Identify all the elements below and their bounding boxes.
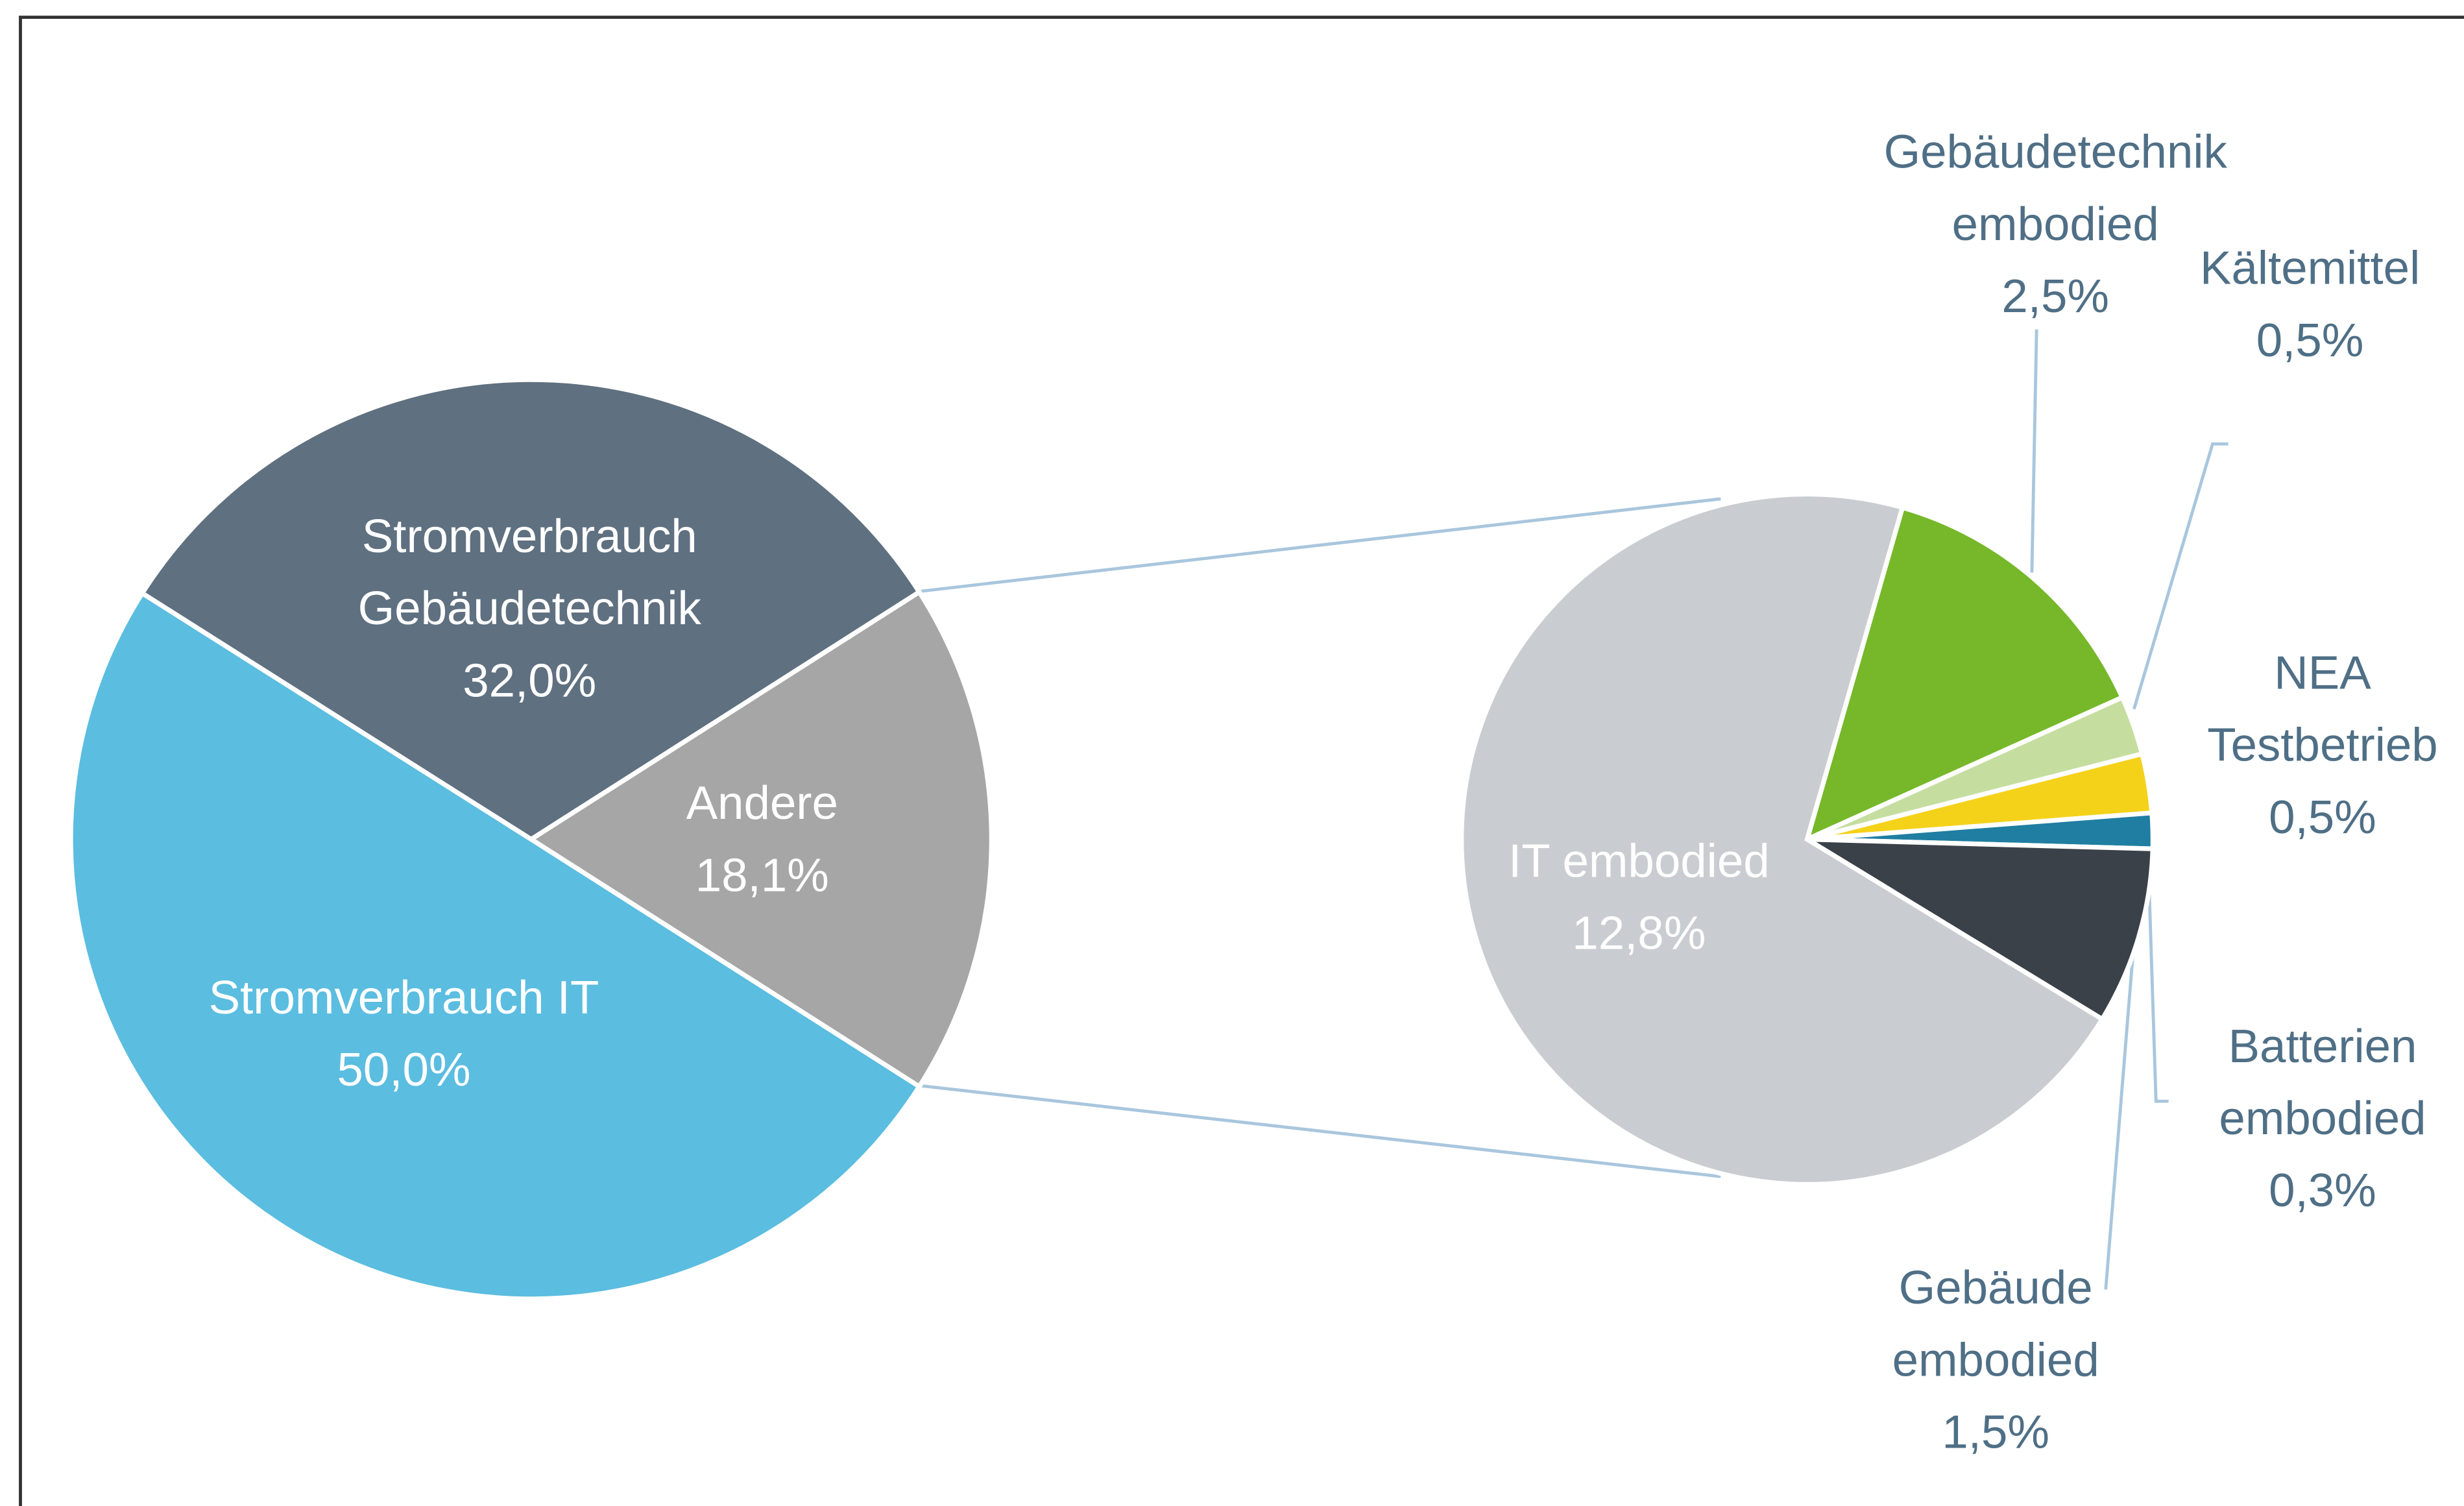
value-label: 2,5% [2001,271,2110,324]
frame [19,16,2464,1506]
value-label: 50,0% [337,1045,471,1097]
slice-label: Kältemittel 0,5% [2200,234,2420,378]
slice-label: Gebäude embodied 1,5% [1892,1254,2099,1470]
category-label: Kältemittel [2199,243,2421,295]
slice-label: IT embodied 12,8% [1508,827,1770,971]
slice-label: Batterien embodied 0,3% [2219,1012,2426,1228]
category-label: Stromverbrauch IT [208,972,599,1025]
pie-slice [1459,491,2106,1187]
slice-label: NEA Testbetrieb 0,5% [2207,638,2437,855]
leader-lines [2030,329,2228,1290]
leader-line [2132,442,2228,710]
slice-label: Andere 18,1% [686,769,838,913]
pie-slice [526,589,994,1090]
category-label: Batterien embodied [2219,1021,2426,1145]
slices [68,377,2156,1302]
value-label: 0,5% [2256,315,2364,367]
connectors [919,497,1721,1178]
leader-line [2030,329,2038,573]
slice-label: Stromverbrauch Gebäudetechnik 32,0% [358,502,701,719]
category-label: IT embodied [1508,836,1770,888]
connector-line [919,497,1721,593]
value-label: 12,8% [1572,908,1706,960]
connector-line [919,1084,1721,1178]
pie-slice [139,377,923,842]
category-label: Stromverbrauch Gebäudetechnik [357,511,701,636]
value-label: 32,0% [463,655,597,708]
pie-slice [1798,836,2155,1023]
value-label: 0,5% [2269,792,2376,844]
leader-line [2104,941,2136,1290]
value-label: 0,3% [2269,1165,2376,1218]
pie-slice [68,590,923,1302]
slice-label: Stromverbrauch IT 50,0% [209,963,599,1107]
slice-label: Gebäudetechnik embodied 2,5% [1884,117,2227,334]
pie-slice [1803,504,2126,844]
category-label: Gebäude embodied [1892,1263,2099,1387]
category-label: NEA Testbetrieb [2207,648,2438,772]
value-label: 18,1% [695,850,829,903]
leader-line [2146,856,2169,1103]
category-label: Andere [686,778,838,830]
value-label: 1,5% [1942,1407,2050,1459]
category-label: Gebäudetechnik embodied [1883,127,2227,251]
